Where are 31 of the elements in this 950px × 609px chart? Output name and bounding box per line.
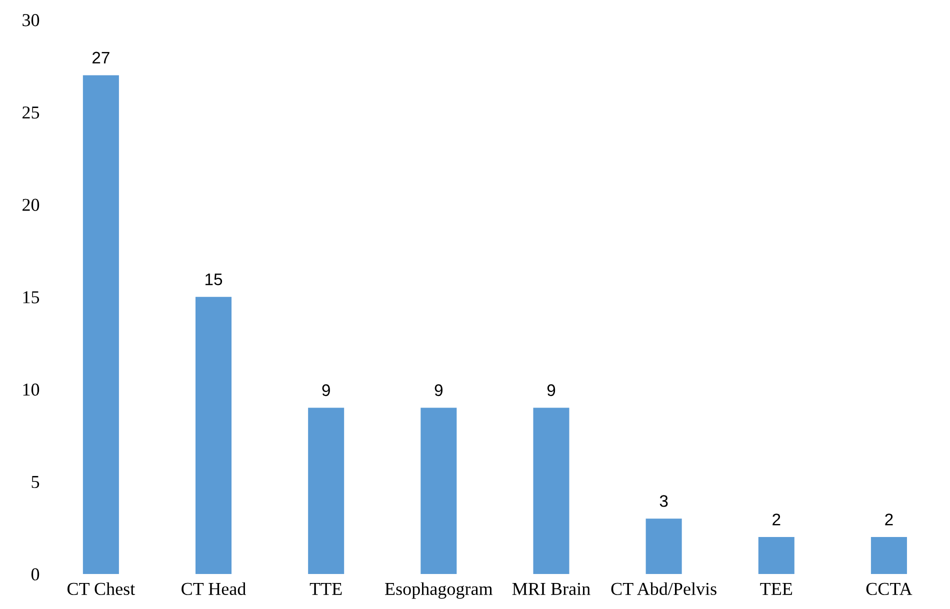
bar xyxy=(420,408,457,574)
x-tick-label: CT Head xyxy=(182,582,246,596)
x-tick-label: MRI Brain xyxy=(512,582,590,596)
y-tick-label: 0 xyxy=(31,568,40,580)
x-tick-label: CCTA xyxy=(866,582,912,596)
x-tick-label: TEE xyxy=(760,583,792,595)
x-tick-label: CT Chest xyxy=(67,582,136,596)
bar xyxy=(646,518,682,574)
data-label: 9 xyxy=(547,384,556,396)
bar xyxy=(870,537,907,574)
y-tick-label: 15 xyxy=(23,291,40,304)
bar xyxy=(196,296,232,574)
bar xyxy=(82,75,119,574)
data-label: 2 xyxy=(772,514,780,526)
bar xyxy=(758,537,794,574)
data-label: 9 xyxy=(322,384,330,396)
x-tick-label: CT Abd/Pelvis xyxy=(611,582,716,596)
x-tick-label: TTE xyxy=(310,583,342,595)
data-label: 9 xyxy=(434,384,443,396)
data-label: 15 xyxy=(206,274,222,286)
y-tick-label: 25 xyxy=(22,106,40,119)
data-label: 2 xyxy=(885,514,893,526)
y-tick-label: 10 xyxy=(23,384,40,396)
x-tick-label: Esophagogram xyxy=(385,582,493,599)
bar xyxy=(308,408,344,574)
data-label: 27 xyxy=(92,52,110,64)
bar xyxy=(533,408,570,574)
data-label: 3 xyxy=(660,495,668,507)
y-tick-label: 20 xyxy=(22,198,40,211)
y-tick-label: 5 xyxy=(32,476,40,488)
y-tick-label: 30 xyxy=(22,14,40,26)
